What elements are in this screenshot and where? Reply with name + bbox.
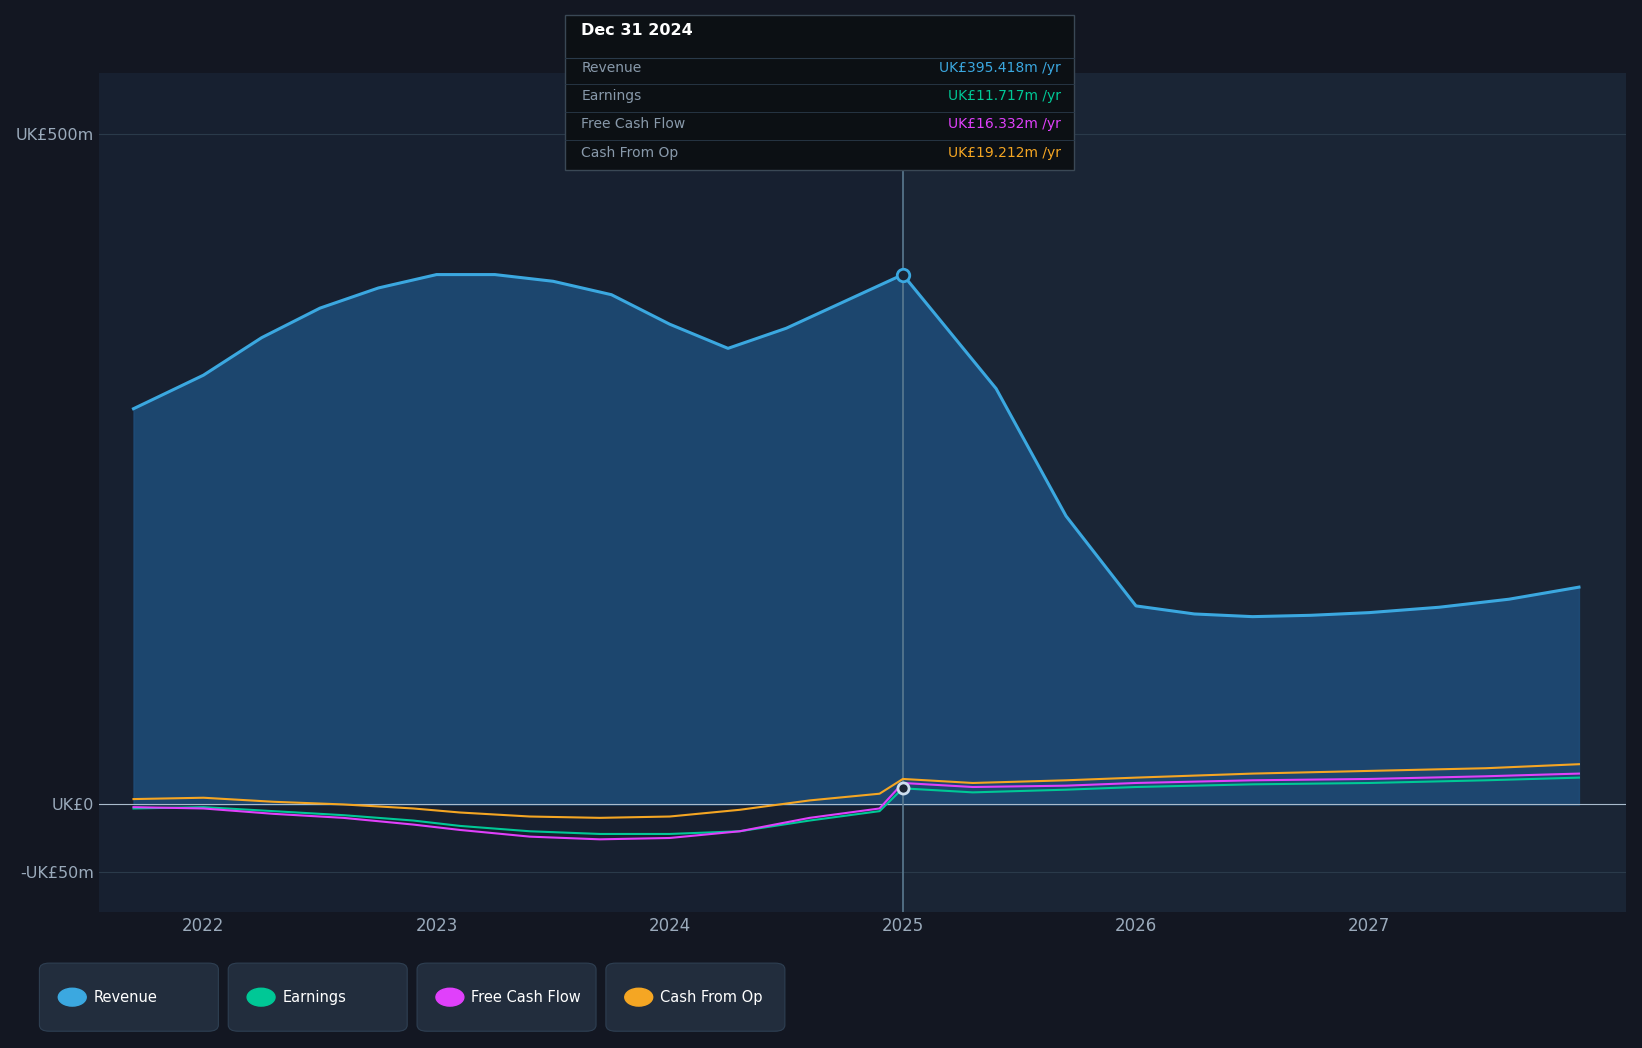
Text: Cash From Op: Cash From Op	[581, 146, 678, 159]
Text: Cash From Op: Cash From Op	[660, 989, 762, 1005]
Bar	[903, 73, 1626, 912]
Text: Revenue: Revenue	[94, 989, 158, 1005]
Bar	[99, 73, 903, 912]
Text: Free Cash Flow: Free Cash Flow	[471, 989, 581, 1005]
Text: Earnings: Earnings	[282, 989, 346, 1005]
Text: Free Cash Flow: Free Cash Flow	[581, 117, 685, 131]
Text: UK£395.418m /yr: UK£395.418m /yr	[939, 61, 1061, 74]
Text: Revenue: Revenue	[581, 61, 642, 74]
Text: UK£11.717m /yr: UK£11.717m /yr	[947, 89, 1061, 103]
Text: Earnings: Earnings	[581, 89, 642, 103]
Text: Past: Past	[857, 153, 892, 168]
Text: Dec 31 2024: Dec 31 2024	[581, 23, 693, 38]
Text: UK£16.332m /yr: UK£16.332m /yr	[947, 117, 1061, 131]
Text: Analysts Forecasts: Analysts Forecasts	[915, 153, 1064, 168]
Text: UK£19.212m /yr: UK£19.212m /yr	[947, 146, 1061, 159]
